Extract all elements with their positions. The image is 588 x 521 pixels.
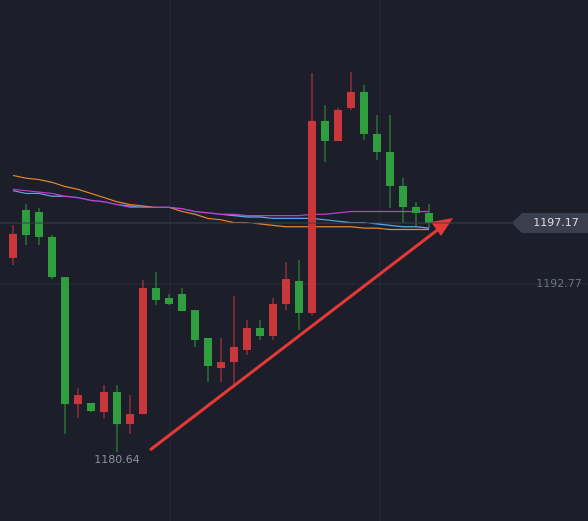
- moving-average: [12, 174, 429, 231]
- price-tag-label: 1197.17: [533, 216, 579, 229]
- candle-body: [217, 362, 225, 369]
- candle-body: [308, 120, 316, 313]
- candle-body: [74, 395, 82, 405]
- candle-body: [9, 233, 17, 258]
- candle-body: [360, 91, 368, 134]
- candle-body: [191, 310, 199, 341]
- candle-body: [48, 236, 56, 278]
- candle-body: [87, 402, 95, 412]
- candle-body: [243, 327, 251, 351]
- price-tag: [512, 212, 588, 233]
- candle-body: [230, 346, 238, 363]
- candle-body: [334, 109, 342, 142]
- low-label: 1180.64: [94, 453, 140, 466]
- candle-body: [399, 185, 407, 208]
- candle-body: [321, 120, 329, 142]
- candle-body: [139, 288, 147, 415]
- candle-body: [425, 213, 433, 223]
- y-tick-label: 1192.77: [536, 277, 582, 290]
- candle-body: [282, 279, 290, 304]
- candle-body: [386, 151, 394, 186]
- moving-average: [12, 188, 429, 217]
- candle-body: [100, 392, 108, 413]
- candle-body: [256, 327, 264, 337]
- candle-body: [269, 303, 277, 337]
- candle-body: [204, 337, 212, 366]
- candle-body: [373, 133, 381, 152]
- candle-body: [412, 207, 420, 214]
- candle-body: [347, 91, 355, 109]
- candle-body: [35, 212, 43, 237]
- candle-body: [295, 280, 303, 313]
- candle-body: [61, 277, 69, 405]
- candle-body: [126, 414, 134, 425]
- candle-body: [113, 392, 121, 425]
- candle-body: [152, 288, 160, 300]
- candle-body: [178, 293, 186, 312]
- candle-body: [165, 298, 173, 304]
